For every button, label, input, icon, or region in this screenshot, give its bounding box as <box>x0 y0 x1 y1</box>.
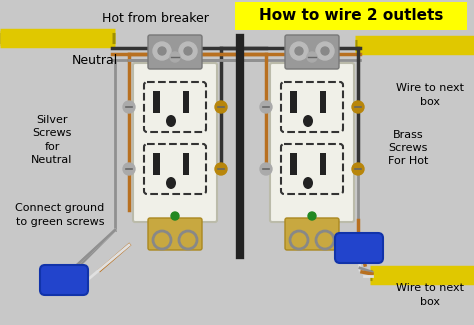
Bar <box>153 91 160 113</box>
Text: How to wire 2 outlets: How to wire 2 outlets <box>259 8 443 23</box>
Bar <box>183 91 189 113</box>
Text: Wire to next
box: Wire to next box <box>396 283 464 306</box>
Circle shape <box>316 42 334 60</box>
Circle shape <box>171 212 179 220</box>
Circle shape <box>352 163 364 175</box>
FancyBboxPatch shape <box>285 35 339 69</box>
Bar <box>183 153 189 175</box>
Text: Connect ground
to green screws: Connect ground to green screws <box>15 203 105 227</box>
FancyBboxPatch shape <box>235 2 467 30</box>
Text: Neutral: Neutral <box>72 54 118 67</box>
Circle shape <box>184 47 192 55</box>
Text: Brass
Screws
For Hot: Brass Screws For Hot <box>388 130 428 166</box>
Ellipse shape <box>303 177 313 189</box>
Circle shape <box>307 52 317 62</box>
Circle shape <box>123 101 135 113</box>
FancyBboxPatch shape <box>285 218 339 250</box>
Text: Hot from breaker: Hot from breaker <box>101 11 209 24</box>
Circle shape <box>260 163 272 175</box>
Circle shape <box>153 42 171 60</box>
Circle shape <box>321 47 329 55</box>
Ellipse shape <box>166 115 176 127</box>
Circle shape <box>295 47 303 55</box>
Circle shape <box>290 42 308 60</box>
Circle shape <box>179 42 197 60</box>
Bar <box>290 153 297 175</box>
Circle shape <box>123 163 135 175</box>
FancyBboxPatch shape <box>133 63 217 222</box>
Circle shape <box>215 101 227 113</box>
FancyBboxPatch shape <box>40 265 88 295</box>
Text: Silver
Screws
for
Neutral: Silver Screws for Neutral <box>31 115 73 165</box>
Circle shape <box>308 212 316 220</box>
Bar <box>320 91 326 113</box>
FancyBboxPatch shape <box>148 35 202 69</box>
Text: Wire to next
box: Wire to next box <box>396 84 464 107</box>
Bar <box>290 91 297 113</box>
Bar <box>320 153 326 175</box>
FancyBboxPatch shape <box>148 218 202 250</box>
Circle shape <box>170 52 180 62</box>
Circle shape <box>158 47 166 55</box>
Ellipse shape <box>303 115 313 127</box>
Circle shape <box>352 101 364 113</box>
Ellipse shape <box>166 177 176 189</box>
Circle shape <box>260 101 272 113</box>
Circle shape <box>215 163 227 175</box>
FancyBboxPatch shape <box>270 63 354 222</box>
FancyBboxPatch shape <box>335 233 383 263</box>
Bar <box>153 153 160 175</box>
